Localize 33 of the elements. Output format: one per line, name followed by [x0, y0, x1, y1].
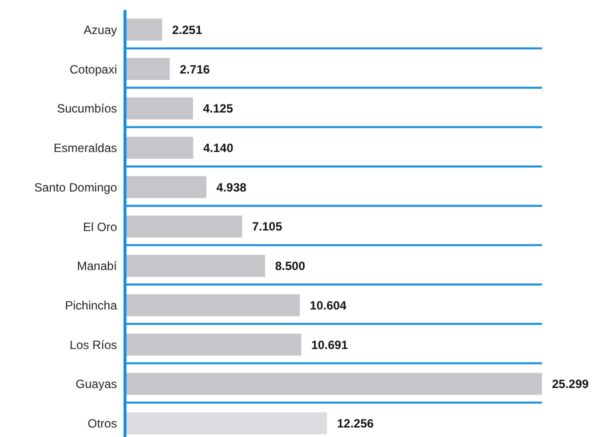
bar	[125, 18, 162, 41]
y-tick-label: El Oro	[82, 220, 118, 234]
bar	[125, 176, 206, 198]
y-tick-label: Sucumbíos	[56, 102, 117, 116]
y-tick-label: Azuay	[84, 22, 117, 37]
y-tick-label: Guayas	[76, 377, 117, 392]
bar	[125, 372, 542, 395]
data-label: 25.299	[552, 377, 590, 392]
y-tick-label: Pichincha	[64, 298, 118, 312]
data-label: 4.938	[216, 180, 247, 194]
data-label: 4.125	[202, 102, 234, 116]
data-label: 12.256	[337, 416, 374, 431]
data-label: 4.140	[203, 141, 234, 156]
bar	[125, 294, 300, 316]
data-label: 8.500	[275, 259, 306, 274]
data-label: 7.105	[252, 220, 282, 234]
y-tick-label: Cotopaxi	[70, 62, 117, 76]
bar	[125, 136, 194, 159]
y-tick-label: Esmeraldas	[54, 141, 117, 156]
y-tick-label: Los Ríos	[70, 338, 117, 352]
bar	[125, 334, 302, 356]
y-tick-label: Otros	[88, 416, 117, 431]
data-label: 2.251	[172, 22, 202, 37]
bar	[125, 215, 242, 238]
bar	[125, 58, 170, 80]
bar	[125, 412, 328, 434]
y-tick-label: Manabí	[76, 259, 118, 274]
data-label: 10.691	[311, 338, 348, 352]
y-tick-label: Santo Domingo	[34, 180, 118, 194]
bar	[125, 254, 266, 277]
data-label: 10.604	[310, 298, 347, 312]
data-label: 2.716	[180, 62, 210, 76]
bar	[125, 97, 193, 120]
